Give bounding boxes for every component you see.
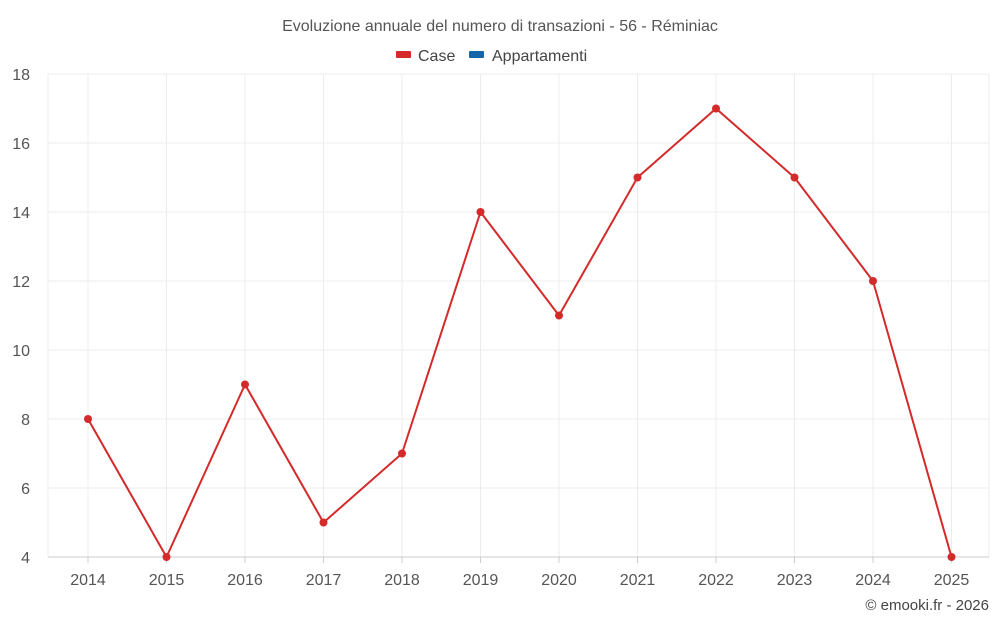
y-tick-label: 14: [12, 205, 30, 222]
x-tick-label: 2014: [70, 572, 106, 589]
series-case: [84, 104, 956, 561]
x-tick-label: 2017: [306, 572, 342, 589]
data-point-case[interactable]: [947, 553, 956, 561]
x-axis-ticks: 2014 2015 2016 2017 2018 2019 2020 2021 2022 2023…: [70, 557, 969, 589]
grid: [47, 73, 990, 557]
data-point-case[interactable]: [790, 173, 799, 182]
data-point-case[interactable]: [476, 208, 485, 216]
x-tick-label: 2022: [698, 572, 734, 589]
data-point-case[interactable]: [162, 553, 171, 561]
x-tick-label: 2019: [463, 572, 499, 589]
legend: Case Appartamenti: [396, 48, 587, 65]
data-point-case[interactable]: [398, 449, 406, 458]
y-tick-label: 10: [12, 343, 30, 360]
data-point-case[interactable]: [555, 311, 563, 320]
x-tick-label: 2025: [934, 572, 970, 589]
legend-swatch-appartamenti: [469, 51, 484, 58]
y-tick-label: 4: [21, 550, 30, 567]
data-point-case[interactable]: [319, 518, 328, 527]
y-axis-ticks: 4 6 8 10 12 14 16 18: [12, 67, 30, 567]
credit-text: © emooki.fr - 2026: [865, 597, 989, 614]
legend-item-appartamenti[interactable]: Appartamenti: [469, 48, 587, 65]
x-tick-label: 2024: [855, 572, 891, 589]
y-tick-label: 16: [12, 136, 30, 153]
legend-swatch-case: [396, 51, 411, 58]
series-line-case: [87, 107, 953, 558]
y-tick-label: 18: [12, 67, 30, 84]
data-point-case[interactable]: [633, 173, 642, 182]
x-tick-label: 2016: [227, 572, 263, 589]
chart-title: Evoluzione annuale del numero di transaz…: [282, 18, 718, 35]
data-point-case[interactable]: [712, 104, 720, 113]
legend-item-case[interactable]: Case: [396, 48, 455, 65]
legend-label-appartamenti: Appartamenti: [492, 48, 587, 65]
legend-label-case: Case: [418, 48, 455, 65]
x-tick-label: 2018: [384, 572, 420, 589]
x-tick-label: 2021: [620, 572, 656, 589]
data-point-case[interactable]: [241, 380, 249, 389]
data-point-case[interactable]: [84, 415, 92, 423]
y-tick-label: 6: [21, 481, 30, 498]
y-tick-label: 8: [21, 412, 30, 429]
x-tick-label: 2020: [541, 572, 577, 589]
x-tick-label: 2015: [149, 572, 185, 589]
data-point-case[interactable]: [869, 277, 877, 285]
y-tick-label: 12: [12, 274, 30, 291]
x-tick-label: 2023: [777, 572, 813, 589]
